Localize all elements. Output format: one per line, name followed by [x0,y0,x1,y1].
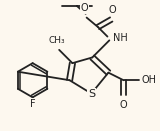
Text: O: O [81,3,88,13]
Text: O: O [120,100,127,110]
Text: CH₃: CH₃ [49,36,66,45]
Text: F: F [30,99,36,109]
Text: S: S [88,89,95,99]
Text: OH: OH [142,75,156,85]
Text: O: O [108,5,116,15]
Text: NH: NH [113,33,128,43]
